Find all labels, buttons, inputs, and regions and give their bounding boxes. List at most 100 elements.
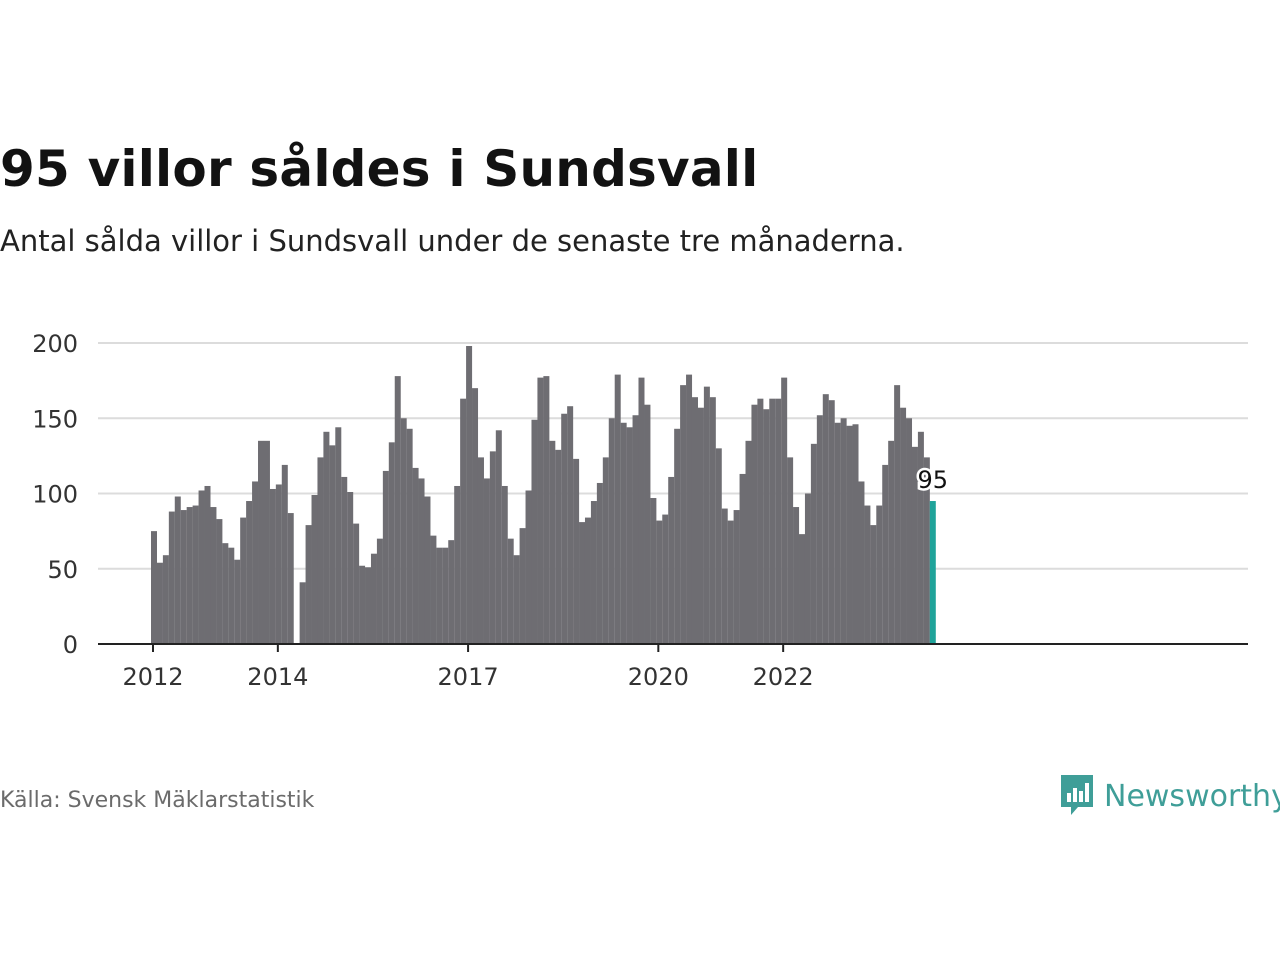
bar <box>662 514 669 644</box>
bar <box>584 517 591 644</box>
bar <box>174 496 181 644</box>
bar <box>258 440 265 644</box>
source-note: Källa: Svensk Mäklarstatistik <box>0 788 315 813</box>
bar <box>561 413 568 644</box>
bar <box>507 538 514 644</box>
bar <box>573 458 580 644</box>
newsworthy-logo: Newsworthy <box>1058 772 1280 820</box>
bar <box>442 547 449 644</box>
bar <box>804 493 811 644</box>
bar <box>430 535 437 644</box>
bar <box>525 490 532 644</box>
bar <box>757 398 764 644</box>
bar <box>483 478 490 644</box>
x-tick-label: 2012 <box>122 663 183 691</box>
bar <box>715 448 722 644</box>
bar <box>162 555 169 644</box>
bar <box>252 481 259 644</box>
bar <box>424 496 431 644</box>
bar <box>448 540 455 644</box>
bar <box>769 398 776 644</box>
bar <box>489 451 496 644</box>
bar <box>311 495 318 644</box>
bar <box>501 485 508 644</box>
bar <box>721 508 728 644</box>
bar <box>406 428 413 644</box>
bar-chart: 0 50 100 150 200 2012 2014 2017 2020 2022 95 <box>32 330 1248 691</box>
bar <box>697 407 704 644</box>
bar <box>341 476 348 644</box>
bar <box>513 555 520 644</box>
bar <box>388 442 395 644</box>
bar <box>739 473 746 644</box>
bar <box>263 440 270 644</box>
bar <box>787 457 794 644</box>
bar <box>882 464 889 644</box>
bar <box>816 415 823 644</box>
y-tick-label: 200 <box>32 330 78 358</box>
bar <box>650 498 657 644</box>
x-axis: 2012 2014 2017 2020 2022 <box>98 643 1248 691</box>
bar <box>733 510 740 644</box>
bar <box>335 427 342 644</box>
bar <box>876 505 883 644</box>
bar <box>168 511 175 644</box>
bar <box>727 520 734 644</box>
bar <box>775 398 782 644</box>
x-tick-label: 2020 <box>628 663 689 691</box>
bar <box>228 547 235 644</box>
bar <box>691 397 698 644</box>
bar <box>281 464 288 644</box>
bar <box>709 397 716 644</box>
bar <box>400 418 407 644</box>
data-labels: 95 <box>915 464 951 497</box>
bar <box>382 470 389 644</box>
bar <box>198 490 205 644</box>
bar <box>632 415 639 644</box>
bar <box>846 425 853 644</box>
bar <box>299 582 306 644</box>
bar <box>686 374 693 644</box>
bar <box>353 523 360 644</box>
bar <box>269 488 276 644</box>
bar <box>412 467 419 644</box>
bar <box>638 377 645 644</box>
bar <box>888 440 895 644</box>
x-tick-label: 2014 <box>247 663 308 691</box>
bar <box>602 457 609 644</box>
bar <box>810 443 817 644</box>
bar <box>626 427 633 644</box>
bar <box>656 520 663 644</box>
bar <box>156 562 163 644</box>
chart-subtitle: Antal sålda villor i Sundsvall under de … <box>0 224 905 258</box>
bar <box>418 478 425 644</box>
bar <box>234 559 241 644</box>
bar <box>614 374 621 644</box>
bar <box>894 385 901 644</box>
bar <box>858 481 865 644</box>
y-tick-label: 100 <box>32 481 78 509</box>
bar <box>305 525 312 644</box>
bar <box>180 510 187 644</box>
bar <box>911 446 918 644</box>
x-tick-label: 2022 <box>753 663 814 691</box>
bar <box>323 431 330 644</box>
x-tick-label: 2017 <box>438 663 499 691</box>
bar <box>359 565 366 644</box>
bar <box>329 445 336 644</box>
bar <box>549 440 556 644</box>
bar <box>222 543 229 644</box>
bar <box>454 485 461 644</box>
bar <box>370 553 377 644</box>
newsworthy-chart-icon <box>1061 775 1093 815</box>
bar <box>460 398 467 644</box>
bar <box>751 404 758 644</box>
y-tick-label: 50 <box>47 556 78 584</box>
bar <box>917 431 924 644</box>
bar <box>287 513 294 644</box>
bar <box>703 386 710 644</box>
bar <box>555 449 562 644</box>
bar <box>543 376 550 644</box>
bar <box>793 507 800 644</box>
bar <box>376 538 383 644</box>
